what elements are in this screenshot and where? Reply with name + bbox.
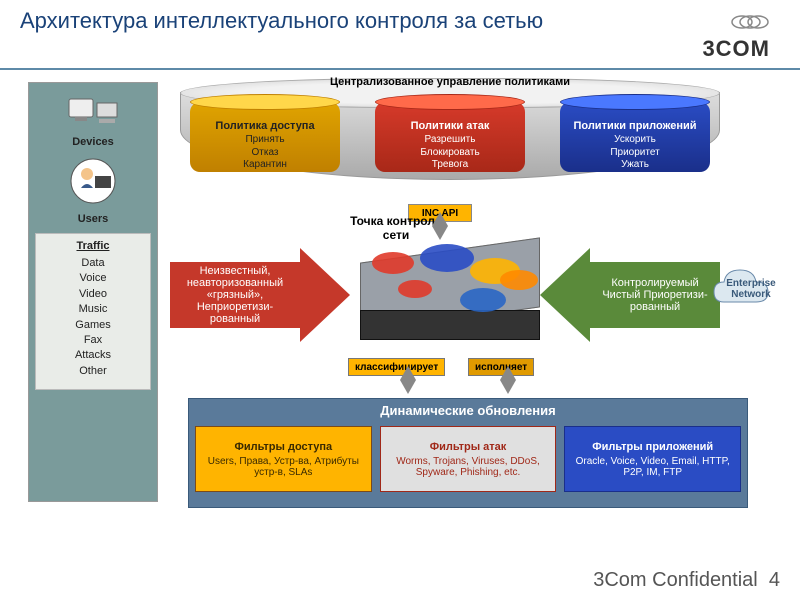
traffic-item: Voice: [36, 271, 150, 286]
logo-rings-icon: [730, 13, 770, 36]
footer-confidential: 3Com Confidential: [593, 569, 758, 591]
arrow-up-icon: [400, 366, 416, 380]
flow-out-label: Контролируемый Чистый Приоретизи-рованны…: [590, 262, 720, 328]
flow-in-label: Неизвестный, неавторизованный «грязный»,…: [170, 262, 300, 328]
traffic-item: Video: [36, 287, 150, 302]
devices-icon: [29, 93, 157, 132]
flow-arrow-out: Контролируемый Чистый Приоретизи-рованны…: [540, 248, 720, 342]
arrow-down-icon: [500, 380, 516, 394]
devices-label: Devices: [29, 136, 157, 148]
traffic-box: Traffic Data Voice Video Music Games Fax…: [35, 233, 151, 390]
tag-classifies: классифицирует: [348, 358, 445, 376]
traffic-item: Attacks: [36, 348, 150, 363]
traffic-item: Other: [36, 364, 150, 379]
arrow-down-icon: [400, 380, 416, 394]
traffic-list: Data Voice Video Music Games Fax Attacks…: [36, 256, 150, 379]
policy-attack-title: Политики атак: [375, 120, 525, 132]
arrow-up-icon: [432, 212, 448, 226]
logo: 3COM: [702, 13, 770, 62]
disk-icon: [460, 288, 506, 312]
footer-page: 4: [769, 569, 780, 591]
filter-attack: Фильтры атак Worms, Trojans, Viruses, DD…: [380, 426, 557, 492]
arrow-down-icon: [432, 226, 448, 240]
policy-platter: Централизованное управление политиками П…: [180, 78, 720, 188]
flow-arrow-in: Неизвестный, неавторизованный «грязный»,…: [170, 248, 350, 342]
cloud-label: Enterprise Network: [714, 278, 788, 300]
policy-app-title: Политики приложений: [560, 120, 710, 132]
users-label: Users: [29, 213, 157, 225]
disk-icon: [372, 252, 414, 274]
traffic-item: Fax: [36, 333, 150, 348]
traffic-item: Data: [36, 256, 150, 271]
policy-access-title: Политика доступа: [190, 120, 340, 132]
filter-app: Фильтры приложений Oracle, Voice, Video,…: [564, 426, 741, 492]
policy-access: Политика доступа Принять Отказ Карантин: [190, 102, 340, 172]
page-title: Архитектура интеллектуального контроля з…: [20, 8, 780, 34]
arrow-up-icon: [500, 366, 516, 380]
policy-attack: Политики атак Разрешить Блокировать Трев…: [375, 102, 525, 172]
filter-access: Фильтры доступа Users, Права, Устр-ва, А…: [195, 426, 372, 492]
disk-icon: [398, 280, 432, 298]
dynamic-updates: Динамические обновления Фильтры доступа …: [188, 398, 748, 508]
header-rule: [0, 68, 800, 70]
disk-icon: [420, 244, 474, 272]
header: Архитектура интеллектуального контроля з…: [20, 8, 780, 68]
platter-title: Централизованное управление политиками: [180, 76, 720, 88]
sidebar: Devices Users Traffic Data Voice Video M…: [28, 82, 158, 502]
footer: 3Com Confidential 4: [593, 569, 780, 592]
users-icon: [29, 156, 157, 209]
logo-text: 3COM: [702, 36, 770, 61]
dynamic-title: Динамические обновления: [189, 399, 747, 422]
policy-app: Политики приложений Ускорить Приоритет У…: [560, 102, 710, 172]
traffic-item: Music: [36, 302, 150, 317]
traffic-title: Traffic: [36, 240, 150, 252]
traffic-item: Games: [36, 318, 150, 333]
disk-icon: [500, 270, 538, 290]
